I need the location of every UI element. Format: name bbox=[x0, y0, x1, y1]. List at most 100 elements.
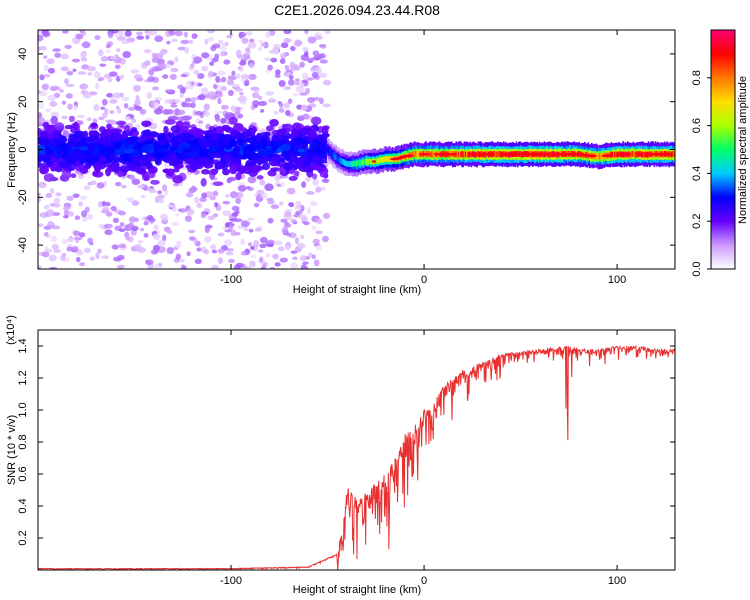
spectrogram-noise-band-speck bbox=[191, 163, 198, 171]
spectrogram-noise-speck bbox=[237, 113, 244, 119]
spectrogram-noise-speck bbox=[54, 86, 61, 91]
spectrogram-noise-speck bbox=[143, 233, 149, 238]
spectrogram-noise-speck bbox=[164, 98, 174, 104]
spectrogram-noise-speck bbox=[115, 65, 121, 69]
spectrogram-y-tick-label: 0 bbox=[17, 146, 29, 152]
spectrogram-noise-speck bbox=[244, 79, 250, 86]
spectrogram-noise-speck bbox=[301, 72, 309, 80]
spectrogram-peak-cell bbox=[617, 153, 623, 156]
spectrogram-noise-speck bbox=[109, 55, 117, 60]
spectrogram-noise-speck bbox=[166, 108, 174, 115]
spectrogram-noise-band-speck bbox=[164, 119, 176, 125]
spectrogram-noise-speck bbox=[283, 102, 290, 109]
spectrogram-x-tick-label: 100 bbox=[608, 274, 626, 286]
spectrogram-noise-speck bbox=[186, 251, 191, 257]
spectrogram-noise-speck bbox=[249, 38, 255, 43]
spectrogram-noise-speck bbox=[295, 200, 302, 208]
spectrogram-signal-cell bbox=[380, 157, 382, 163]
spectrogram-noise-speck bbox=[250, 254, 257, 259]
spectrogram-noise-speck bbox=[200, 87, 209, 95]
spectrogram-noise-band-speck bbox=[127, 144, 134, 149]
spectrogram-noise-speck bbox=[301, 216, 309, 222]
snr-frame bbox=[37, 329, 676, 571]
spectrogram-noise-speck bbox=[207, 30, 215, 34]
spectrogram-peak-cell bbox=[586, 154, 598, 158]
spectrogram-signal-cell bbox=[543, 151, 546, 158]
spectrogram-signal-cell bbox=[611, 151, 614, 158]
spectrogram-noise-band-speck bbox=[90, 122, 98, 128]
spectrogram-noise-speck bbox=[81, 216, 88, 222]
spectrogram-noise-speck bbox=[290, 262, 298, 269]
spectrogram-noise-speck bbox=[265, 252, 270, 259]
spectrogram-signal-cell bbox=[551, 151, 554, 158]
spectrogram-noise-speck bbox=[133, 74, 142, 80]
spectrogram-noise-speck bbox=[278, 107, 285, 113]
spectrogram-noise-speck bbox=[66, 195, 74, 202]
spectrogram-noise-speck bbox=[180, 74, 188, 78]
spectrogram-noise-speck bbox=[304, 50, 309, 57]
spectrogram-noise-speck bbox=[113, 92, 121, 99]
spectrogram-peak-cell bbox=[570, 153, 581, 156]
spectrogram-noise-speck bbox=[238, 31, 244, 39]
spectrogram-noise-speck bbox=[68, 211, 74, 217]
spectrogram-noise-band-speck bbox=[189, 157, 196, 165]
spectrogram-noise-band-speck bbox=[304, 166, 314, 173]
spectrogram-noise-band-speck bbox=[50, 116, 59, 125]
spectrogram-noise-speck bbox=[224, 222, 230, 228]
spectrogram-noise-speck bbox=[239, 91, 244, 96]
spectrogram-peak-cell bbox=[500, 153, 509, 156]
spectrogram-noise-band-speck bbox=[294, 170, 300, 177]
spectrogram-noise-speck bbox=[223, 239, 233, 247]
spectrogram-noise-speck bbox=[248, 63, 255, 69]
spectrogram-noise-speck bbox=[215, 75, 221, 83]
spectrogram-noise-speck bbox=[107, 32, 114, 39]
colorbar-label: Normalized spectral amplitude bbox=[737, 76, 749, 224]
spectrogram-noise-band-speck bbox=[215, 126, 224, 135]
spectrogram-noise-speck bbox=[62, 130, 70, 138]
spectrogram-noise-speck bbox=[283, 37, 291, 44]
spectrogram-noise-band-speck bbox=[121, 130, 128, 140]
spectrogram-noise-speck bbox=[72, 193, 80, 198]
spectrogram-noise-speck bbox=[313, 259, 320, 267]
spectrogram-noise-band-speck bbox=[230, 152, 241, 158]
spectrogram-noise-speck bbox=[177, 109, 186, 115]
spectrogram-noise-band-speck bbox=[279, 128, 287, 136]
spectrogram-noise-band-speck bbox=[54, 122, 65, 131]
spectrogram-noise-band-speck bbox=[251, 126, 257, 134]
spectrogram-noise-speck bbox=[184, 102, 193, 108]
spectrogram-noise-speck bbox=[194, 110, 204, 116]
spectrogram-signal-cell bbox=[376, 158, 379, 165]
spectrogram-signal-cell bbox=[358, 159, 360, 166]
spectrogram-noise-speck bbox=[270, 57, 278, 63]
spectrogram-noise-speck bbox=[156, 239, 166, 247]
spectrogram-noise-speck bbox=[246, 186, 251, 190]
spectrogram-noise-speck bbox=[43, 231, 49, 237]
spectrogram-noise-speck bbox=[186, 208, 195, 216]
spectrogram-signal-cell bbox=[328, 147, 330, 154]
spectrogram-noise-speck bbox=[197, 72, 205, 80]
spectrogram-noise-speck bbox=[237, 184, 247, 192]
spectrogram-noise-speck bbox=[273, 110, 279, 115]
spectrogram-noise-band-speck bbox=[269, 156, 279, 162]
spectrogram-signal-cell bbox=[369, 158, 372, 165]
spectrogram-noise-speck bbox=[102, 112, 108, 119]
spectrogram-noise-speck bbox=[303, 221, 310, 226]
colorbar: 0.0 0.2 0.4 0.6 0.8 Normalized spectral ampl… bbox=[691, 29, 749, 277]
spectrogram-y-tick-label: 40 bbox=[17, 48, 29, 60]
spectrogram-peak-cell bbox=[389, 157, 399, 161]
spectrogram-noise-band-speck bbox=[170, 125, 181, 133]
spectrogram-noise-speck bbox=[153, 224, 159, 231]
spectrogram-noise-speck bbox=[104, 201, 111, 207]
spectrogram-noise-speck bbox=[310, 67, 315, 72]
spectrogram-noise-band-speck bbox=[44, 147, 53, 156]
spectrogram-noise-speck bbox=[38, 34, 44, 42]
spectrogram-signal-cell bbox=[351, 161, 353, 167]
spectrogram-noise-band-speck bbox=[89, 134, 99, 141]
spectrogram-signal-cell bbox=[387, 156, 389, 163]
spectrogram-noise-speck bbox=[38, 181, 47, 189]
spectrogram-noise-speck bbox=[145, 34, 150, 40]
spectrogram-signal-cell bbox=[411, 151, 414, 158]
spectrogram-noise-band-speck bbox=[59, 135, 68, 144]
spectrogram-signal-cell bbox=[497, 151, 499, 158]
spectrogram-noise-speck bbox=[38, 46, 47, 51]
